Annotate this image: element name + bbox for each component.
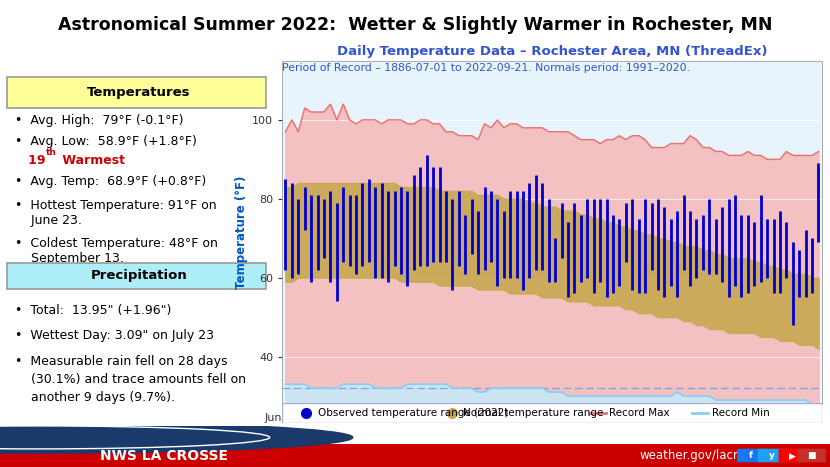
Text: Astronomical Summer 2022:  Wetter & Slightly Warmer in Rochester, MN: Astronomical Summer 2022: Wetter & Sligh…: [58, 16, 772, 35]
FancyBboxPatch shape: [779, 449, 807, 462]
FancyBboxPatch shape: [7, 262, 266, 289]
Text: Precipitation: Precipitation: [90, 269, 188, 282]
Text: Warmest: Warmest: [58, 154, 125, 167]
Text: ■: ■: [808, 452, 816, 460]
Text: (30.1%) and trace amounts fell on: (30.1%) and trace amounts fell on: [15, 373, 246, 386]
Text: •  Avg. Low:  58.9°F (+1.8°F): • Avg. Low: 58.9°F (+1.8°F): [15, 134, 197, 148]
Bar: [0, 426, 830, 445]
FancyBboxPatch shape: [798, 449, 826, 462]
Text: Observed temperature range (2022): Observed temperature range (2022): [318, 408, 508, 418]
Text: •  Measurable rain fell on 28 days: • Measurable rain fell on 28 days: [15, 354, 227, 368]
Text: y: y: [769, 452, 775, 460]
Y-axis label: Temperature (°F): Temperature (°F): [235, 176, 248, 289]
FancyBboxPatch shape: [282, 403, 822, 423]
Text: NWS LA CROSSE: NWS LA CROSSE: [100, 449, 227, 463]
Text: f: f: [749, 452, 753, 460]
Text: 19: 19: [15, 154, 46, 167]
Text: •  Coldest Temperature: 48°F on: • Coldest Temperature: 48°F on: [15, 237, 217, 250]
Text: Temperatures: Temperatures: [87, 86, 191, 99]
Bar: [0, 445, 830, 467]
Text: Period of Record – 1886-07-01 to 2022-09-21. Normals period: 1991–2020.: Period of Record – 1886-07-01 to 2022-09…: [282, 63, 691, 73]
Text: th: th: [46, 148, 56, 157]
Text: •  Hottest Temperature: 91°F on: • Hottest Temperature: 91°F on: [15, 199, 217, 212]
Text: September 13.: September 13.: [15, 252, 124, 265]
Text: Normal temperature range: Normal temperature range: [463, 408, 604, 418]
Text: •  Avg. High:  79°F (-0.1°F): • Avg. High: 79°F (-0.1°F): [15, 114, 183, 127]
Circle shape: [0, 422, 353, 453]
Text: ▶: ▶: [789, 452, 796, 460]
Text: weather.gov/lacrosse: weather.gov/lacrosse: [639, 449, 764, 462]
Text: another 9 days (9.7%).: another 9 days (9.7%).: [15, 391, 175, 404]
Text: June 23.: June 23.: [15, 214, 82, 227]
FancyBboxPatch shape: [7, 77, 266, 108]
Text: Record Min: Record Min: [711, 408, 769, 418]
Text: Record Max: Record Max: [609, 408, 670, 418]
Text: •  Avg. Temp:  68.9°F (+0.8°F): • Avg. Temp: 68.9°F (+0.8°F): [15, 176, 206, 189]
FancyBboxPatch shape: [758, 449, 786, 462]
Text: Daily Temperature Data – Rochester Area, MN (ThreadEx): Daily Temperature Data – Rochester Area,…: [337, 45, 767, 58]
Text: •  Wettest Day: 3.09" on July 23: • Wettest Day: 3.09" on July 23: [15, 329, 214, 342]
Text: •  Total:  13.95" (+1.96"): • Total: 13.95" (+1.96"): [15, 304, 171, 317]
FancyBboxPatch shape: [737, 449, 765, 462]
